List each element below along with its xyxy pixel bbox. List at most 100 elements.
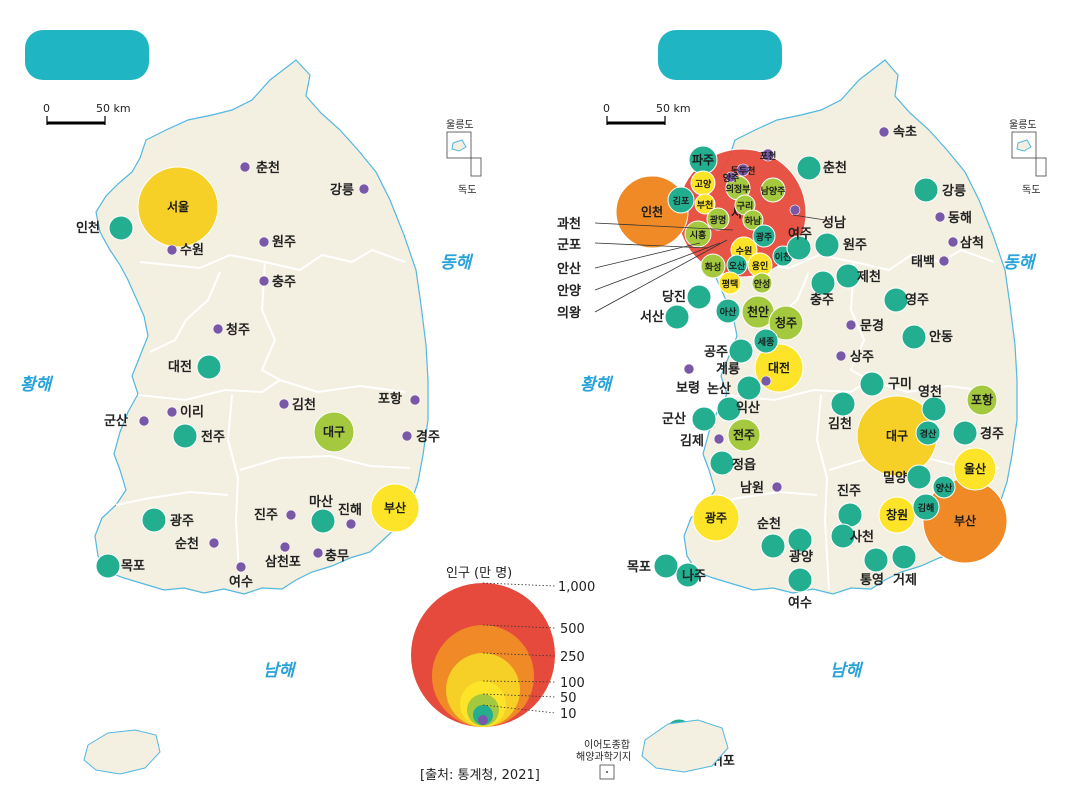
legend-title: 인구 (만 명) (446, 566, 512, 581)
right-out-city-label-4: 삼척 (960, 235, 984, 251)
right-in-city-label-18: 광주 (756, 231, 773, 243)
left-city-label-18: 목포 (121, 559, 145, 574)
ieodo-station: 이어도종합 해양과학기지 (576, 739, 631, 780)
right-out-city-marker-37 (675, 562, 701, 588)
right-out-city-marker-35 (787, 567, 813, 593)
right-in-city-marker-6 (692, 494, 740, 542)
right-in-city-label-26: 천안 (747, 304, 769, 319)
leader-label-uiwang: 의왕 (557, 305, 581, 321)
left-city-marker-22 (370, 483, 420, 533)
left-city-label-0: 서울 (167, 199, 189, 214)
right-leader-labels: 과천 군포 안산 안양 의왕 (557, 217, 581, 321)
right-in-city-label-27: 청주 (775, 315, 797, 330)
right-in-city-label-17: 시흥 (690, 229, 707, 241)
right-in-city-label-22: 용인 (752, 261, 769, 272)
right-out-city-label-21: 보령 (676, 381, 700, 396)
right-out-city-marker-7 (835, 263, 861, 289)
right-out-city-marker-6 (814, 232, 840, 258)
left-city-marker-17 (208, 537, 220, 549)
right-in-city-marker-36 (761, 148, 775, 162)
right-out-city-label-36: 목포 (627, 560, 651, 575)
right-out-city-label-40: 성남 (822, 215, 846, 231)
right-scale-zero: 0 (603, 102, 610, 115)
right-out-city-marker-22 (736, 375, 762, 401)
right-out-city-marker-32 (891, 544, 917, 570)
leader-label-anyang: 안양 (557, 283, 581, 299)
left-city-marker-3 (239, 161, 251, 173)
left-city-marker-15 (172, 423, 198, 449)
right-out-city-marker-27 (771, 481, 783, 493)
leader-label-gwacheon: 과천 (557, 217, 581, 232)
right-out-city-label-34: 광양 (789, 550, 813, 565)
left-city-marker-11 (278, 398, 290, 410)
right-out-city-marker-5 (938, 255, 950, 267)
right-out-city-label-1: 춘천 (823, 161, 847, 176)
right-out-city-label-30: 사천 (850, 529, 874, 545)
left-city-label-16: 광주 (170, 514, 194, 529)
right-in-city-marker-12 (694, 193, 716, 215)
left-city-marker-19 (285, 509, 297, 521)
right-out-city-label-25: 김제 (680, 434, 704, 449)
right-out-city-label-6: 원주 (843, 238, 867, 253)
right-in-city-label-14: 남양주 (761, 185, 786, 197)
right-in-city-label-2: 대구 (886, 429, 908, 443)
right-out-city-marker-4 (947, 236, 959, 248)
right-out-city-marker-14 (921, 396, 947, 422)
left-province-borders (115, 248, 411, 591)
left-city-label-19: 진주 (254, 507, 278, 523)
left-scale-zero: 0 (43, 102, 50, 115)
right-in-city-label-36: 포천 (760, 151, 777, 162)
right-out-city-marker-28 (906, 464, 932, 490)
left-city-marker-0 (137, 166, 219, 248)
right-out-city-marker-1 (796, 155, 822, 181)
ieodo-label-line1: 이어도종합 (584, 739, 630, 751)
right-out-city-label-39: 여주 (788, 226, 812, 242)
leader-label-gunpo: 군포 (557, 238, 581, 253)
right-out-city-label-13: 구미 (888, 376, 912, 392)
right-in-city-marker-28 (753, 328, 779, 354)
right-out-city-label-20: 계룡 (716, 362, 740, 377)
right-out-city-marker-26 (709, 450, 735, 476)
left-city-marker-23 (279, 541, 291, 553)
right-in-city-label-21: 오산 (729, 260, 746, 272)
left-city-marker-21 (345, 518, 357, 530)
right-in-city-label-13: 구리 (737, 200, 754, 212)
right-in-city-marker-24 (718, 271, 742, 295)
right-sea-east: 동해 (1003, 253, 1037, 273)
right-out-city-label-22: 논산 (707, 381, 731, 397)
right-in-city-marker-29 (715, 298, 741, 324)
right-scale-bar: 0 50 km (603, 102, 691, 125)
right-in-city-marker-32 (966, 384, 998, 416)
left-city-marker-6 (258, 275, 270, 287)
left-city-label-17: 순천 (175, 537, 199, 552)
left-ulleung-label: 울릉도 (446, 119, 474, 131)
right-in-city-marker-4 (953, 447, 997, 491)
right-in-city-marker-18 (752, 224, 776, 248)
left-city-label-9: 군산 (104, 413, 128, 429)
right-out-city-label-26: 정읍 (732, 457, 756, 473)
right-out-city-marker-8 (810, 270, 836, 296)
right-in-city-label-8: 파주 (692, 152, 714, 167)
right-out-city-label-15: 경주 (980, 426, 1004, 442)
left-city-marker-10 (166, 406, 178, 418)
right-out-city-label-33: 순천 (757, 517, 781, 532)
right-in-city-marker-14 (760, 177, 786, 203)
right-ulleung-inset: 울릉도 독도 (1009, 119, 1047, 196)
right-out-city-marker-11 (901, 324, 927, 350)
left-city-label-7: 청주 (226, 322, 250, 338)
right-in-city-marker-20 (700, 253, 726, 279)
right-out-city-label-2: 강릉 (942, 183, 966, 199)
left-city-label-24: 충무 (325, 548, 349, 564)
right-in-city-label-30: 전주 (733, 427, 755, 442)
right-in-city-marker-34 (912, 493, 940, 521)
right-out-city-marker-12 (835, 350, 847, 362)
right-in-city-label-24: 평택 (722, 278, 739, 290)
right-in-city-label-23: 이천 (775, 251, 792, 263)
right-title-bar (658, 30, 782, 80)
right-in-city-label-7: 창원 (886, 507, 908, 522)
right-out-city-label-8: 충주 (810, 292, 834, 308)
right-out-city-marker-15 (952, 420, 978, 446)
right-in-city-label-29: 아산 (720, 306, 737, 318)
